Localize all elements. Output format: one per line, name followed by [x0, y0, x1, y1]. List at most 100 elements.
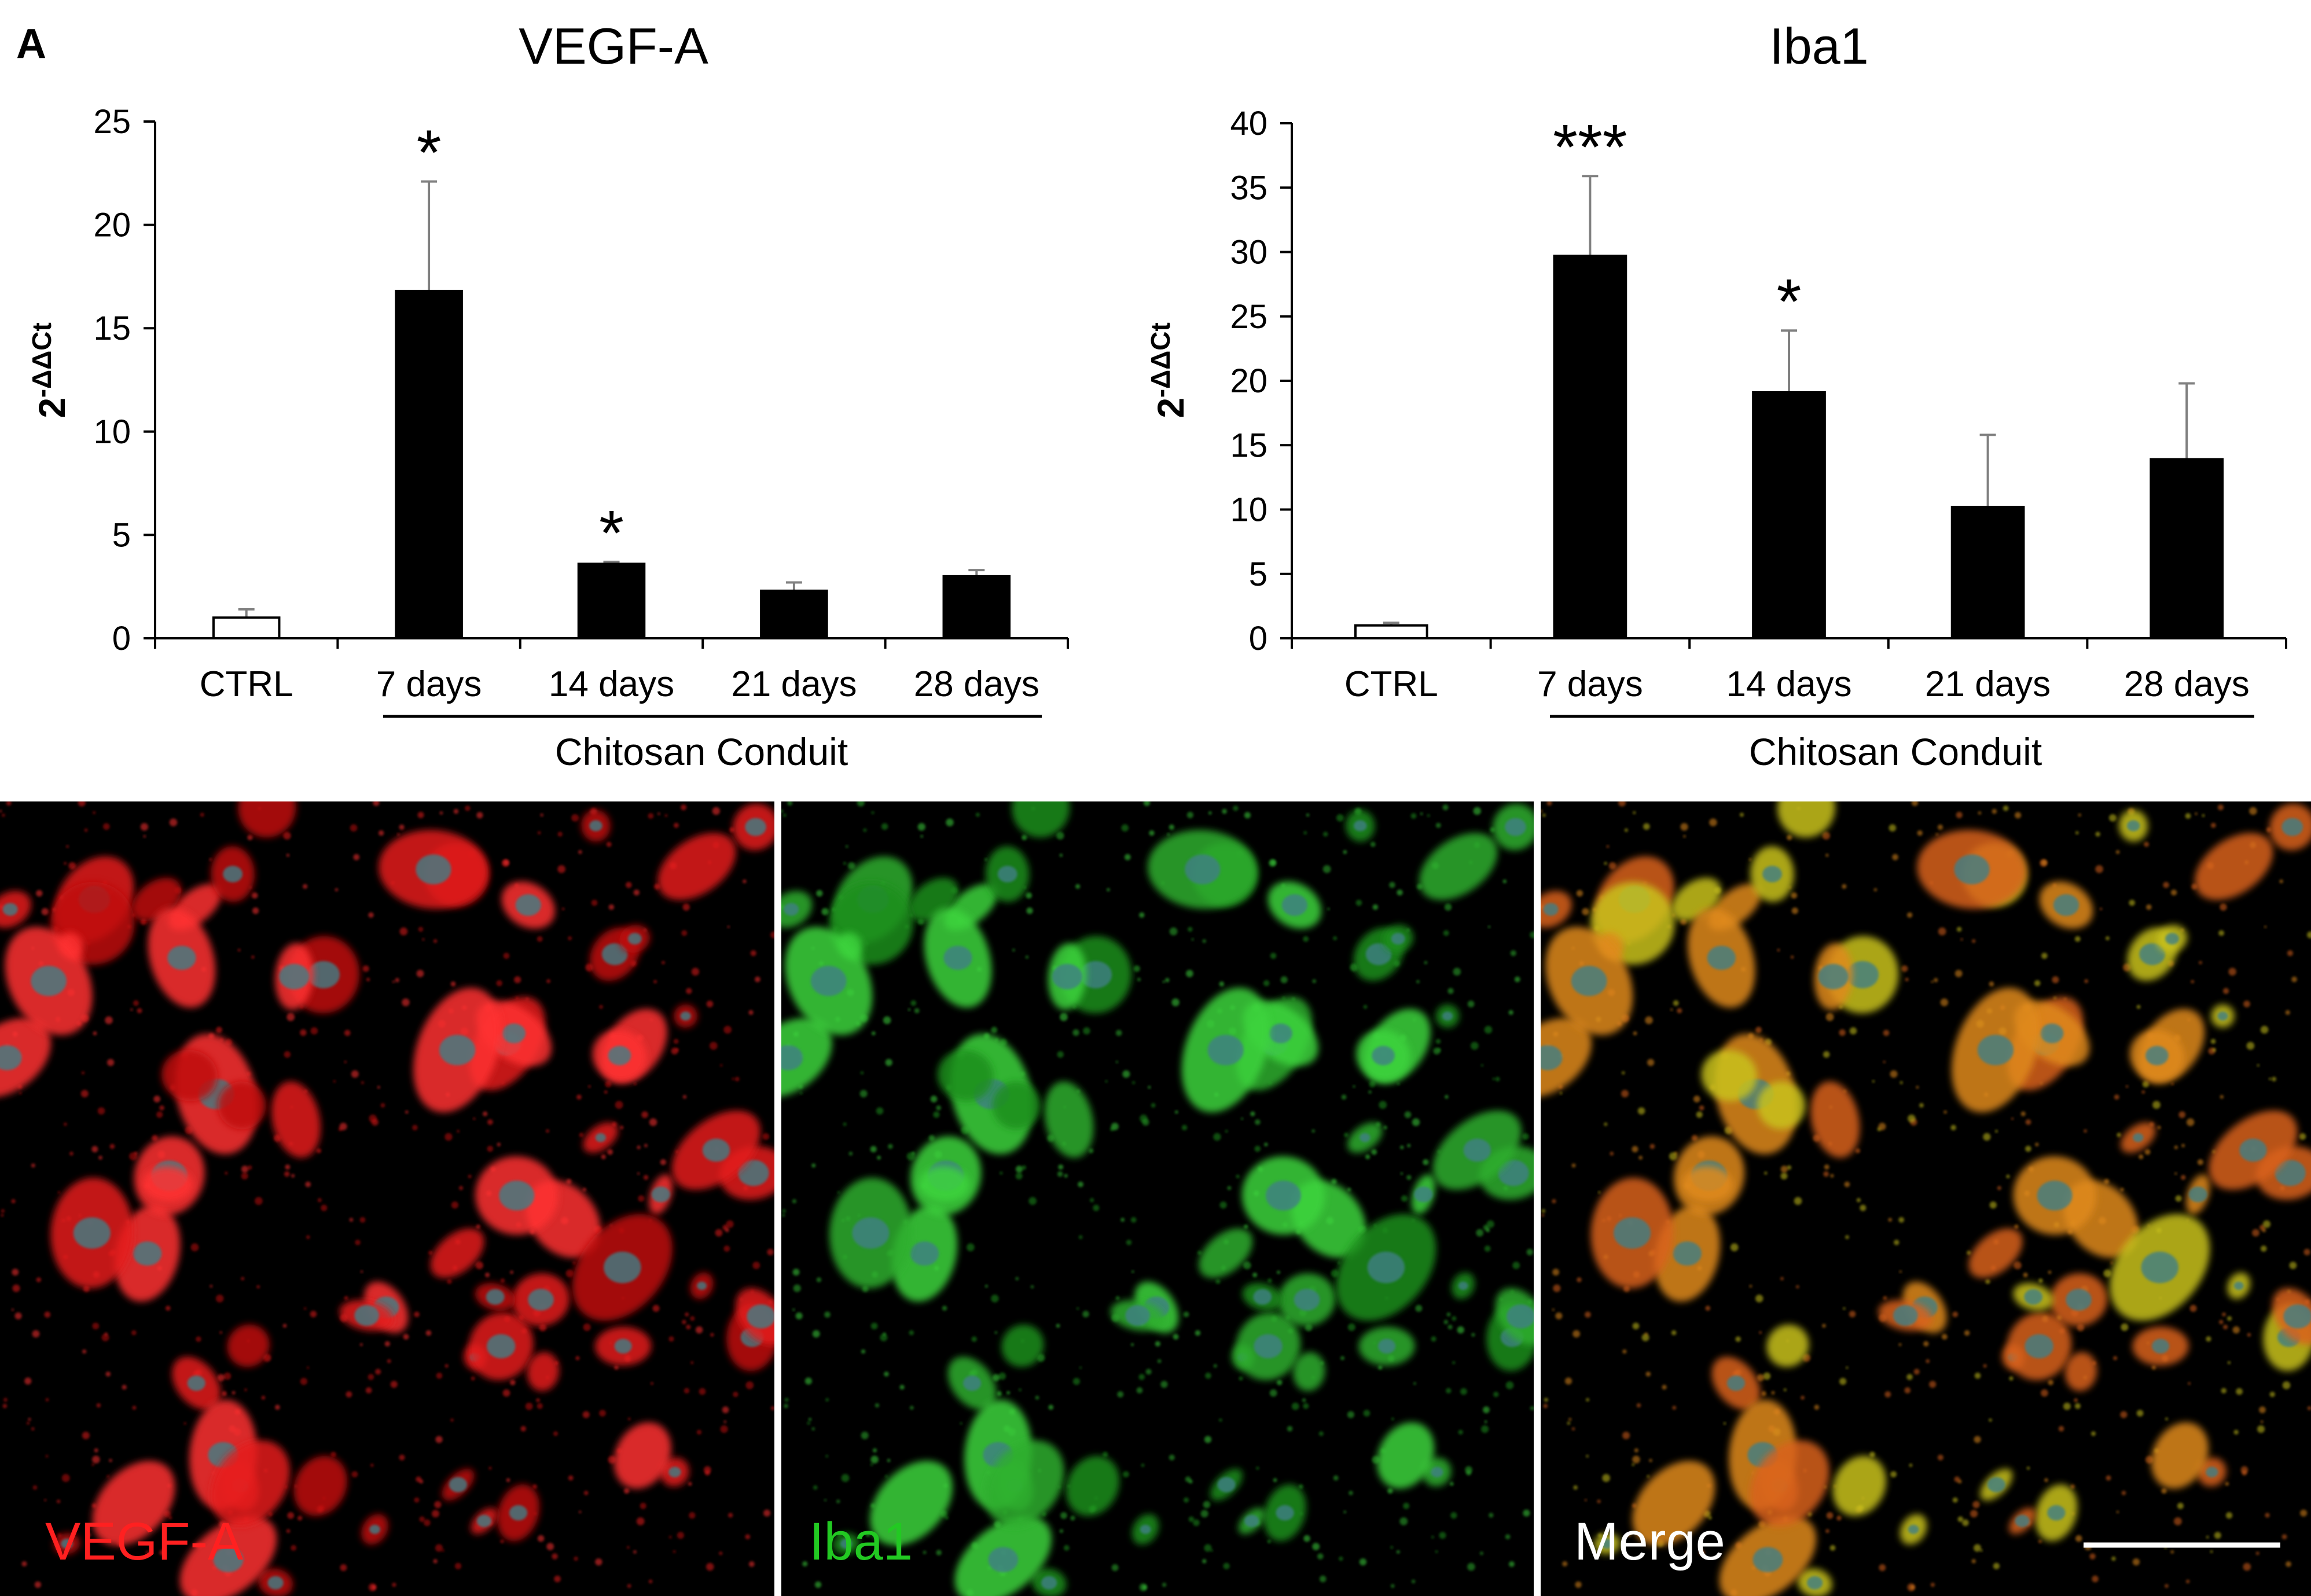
- y-tick-label: 20: [1230, 362, 1267, 400]
- speckle: [1160, 1381, 1168, 1388]
- speckle: [2121, 1491, 2126, 1495]
- speckle: [537, 936, 543, 942]
- speckle: [1685, 1550, 1689, 1554]
- speckle: [1699, 1550, 1705, 1555]
- nucleus: [745, 818, 766, 836]
- speckle: [362, 965, 369, 972]
- speckle: [723, 1025, 732, 1034]
- speckle: [2025, 1145, 2031, 1152]
- speckle: [2233, 1429, 2239, 1435]
- speckle: [1971, 1559, 1976, 1564]
- speckle: [824, 1311, 831, 1318]
- speckle: [360, 1270, 363, 1273]
- speckle: [416, 969, 424, 977]
- speckle: [392, 1582, 396, 1587]
- speckle: [1913, 1369, 1920, 1375]
- speckle: [1622, 1431, 1630, 1440]
- speckle: [476, 1224, 480, 1229]
- speckle: [933, 1111, 940, 1118]
- speckle: [351, 1471, 358, 1478]
- cell: [1377, 1422, 1435, 1489]
- speckle: [1671, 1330, 1677, 1336]
- nucleus: [2024, 1289, 2043, 1305]
- speckle: [1155, 1341, 1161, 1347]
- speckle: [2185, 813, 2191, 819]
- speckle: [2003, 805, 2009, 811]
- speckle: [97, 1107, 105, 1115]
- speckle: [1270, 953, 1277, 959]
- speckle: [1057, 1171, 1063, 1177]
- speckle: [351, 1070, 359, 1078]
- speckle: [1621, 1090, 1629, 1098]
- speckle: [2188, 1382, 2191, 1385]
- speckle: [1555, 1312, 1563, 1320]
- speckle: [1018, 1388, 1022, 1392]
- speckle: [847, 862, 855, 870]
- bar: [212, 616, 281, 640]
- speckle: [1480, 1064, 1483, 1067]
- nucleus: [515, 894, 541, 916]
- speckle: [368, 1374, 374, 1380]
- speckle: [1219, 1201, 1227, 1209]
- nucleus: [1463, 1138, 1491, 1162]
- cell: [430, 1228, 484, 1278]
- nucleus: [439, 1035, 476, 1065]
- speckle: [56, 1499, 61, 1503]
- speckle: [546, 1543, 554, 1551]
- speckle: [61, 1474, 70, 1483]
- speckle: [2210, 1039, 2216, 1044]
- nucleus: [1908, 1524, 1919, 1534]
- speckle: [2038, 1539, 2042, 1543]
- nucleus: [595, 1133, 606, 1142]
- speckle: [1879, 1564, 1886, 1571]
- cell: [1682, 1166, 1733, 1202]
- nucleus: [2066, 1289, 2092, 1311]
- speckle: [599, 1005, 603, 1009]
- speckle: [36, 1277, 42, 1282]
- speckle: [754, 976, 760, 983]
- speckle: [723, 1420, 727, 1424]
- speckle: [1952, 1311, 1959, 1318]
- y-tick-label: 35: [1230, 169, 1267, 207]
- speckle: [1143, 801, 1151, 806]
- nucleus: [1806, 1576, 1823, 1590]
- speckle: [1822, 1323, 1826, 1328]
- speckle: [93, 1031, 97, 1036]
- speckle: [734, 1076, 740, 1082]
- speckle: [1510, 950, 1516, 957]
- speckle: [1363, 1410, 1371, 1417]
- nucleus: [2239, 1138, 2267, 1162]
- speckle: [1814, 1404, 1820, 1410]
- speckle: [710, 1333, 714, 1337]
- speckle: [93, 811, 96, 814]
- speckle: [1898, 1217, 1905, 1223]
- speckle: [723, 1245, 730, 1252]
- speckle: [657, 812, 660, 815]
- speckle: [2227, 1361, 2231, 1365]
- speckle: [1058, 1164, 1064, 1170]
- speckle: [686, 1325, 691, 1330]
- speckle: [649, 1118, 657, 1127]
- speckle: [690, 1316, 695, 1321]
- speckle: [2099, 907, 2103, 910]
- speckle: [1989, 1418, 1992, 1422]
- speckle: [2291, 976, 2298, 983]
- speckle: [1787, 1165, 1792, 1170]
- speckle: [1148, 1086, 1151, 1089]
- speckle: [255, 1197, 263, 1205]
- speckle: [841, 1474, 850, 1483]
- speckle: [2014, 812, 2022, 819]
- speckle: [1997, 1186, 2001, 1190]
- nucleus: [2165, 933, 2180, 945]
- speckle: [859, 1090, 868, 1098]
- speckle: [880, 1333, 888, 1341]
- speckle: [1541, 1209, 1546, 1213]
- speckle: [1905, 977, 1909, 981]
- speckle: [1787, 834, 1792, 840]
- y-tick-label: 10: [1230, 491, 1267, 529]
- speckle: [1967, 1251, 1971, 1255]
- speckle: [241, 1277, 245, 1281]
- speckle: [712, 807, 721, 815]
- nucleus: [738, 1160, 769, 1186]
- speckle: [690, 1361, 694, 1365]
